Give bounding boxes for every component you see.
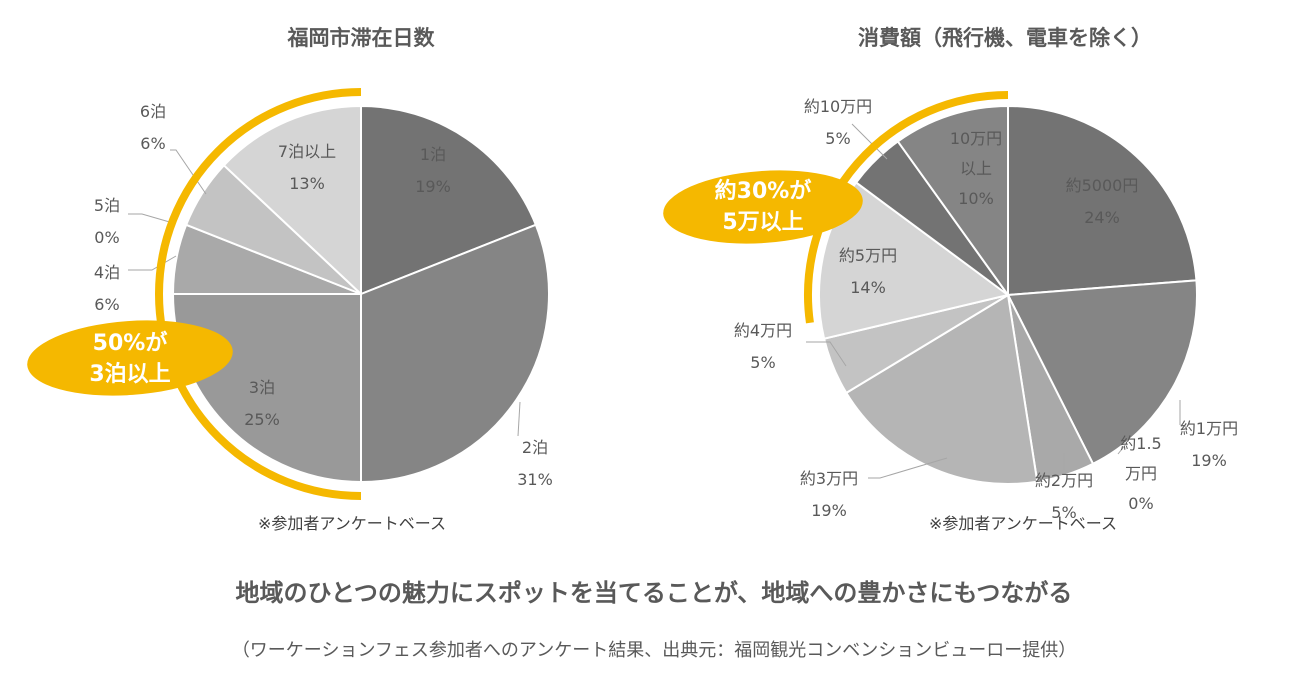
slice-label: 6% [94,295,119,314]
slice-label: 3泊 [249,378,275,397]
slice-label: 以上 [960,159,992,178]
slice-label: 約1万円 [1180,419,1238,438]
survey-note: ※参加者アンケートベース [929,514,1117,533]
chart-title: 消費額（飛行機、電車を除く） [858,26,1152,50]
pie-chart-2: 消費額（飛行機、電車を除く） ※参加者アンケートベース [663,26,1198,533]
pie-slice [360,104,538,296]
callout-text: 5万以上 [722,210,803,235]
leader-line [1117,443,1127,455]
pie-slice [1006,279,1198,466]
leader-line [806,341,847,367]
slice-label: 約2万円 [1035,471,1093,490]
slice-label: 7泊以上 [278,142,336,161]
pie-slice [360,223,550,484]
leader-line [128,213,174,224]
slice-label: 約4万円 [734,321,792,340]
slice-label: 5% [825,129,850,148]
pie-slice [844,293,1039,485]
headline: 地域のひとつの魅力にスポットを当てることが、地域への豊かさにもつながる [235,579,1073,607]
slice-label: 約5000円 [1066,176,1139,195]
slice-label: 約1.5 [1120,434,1161,453]
slice-label: 31% [517,470,553,489]
slice-label: 6泊 [140,102,166,121]
callout-bubble [27,320,233,396]
slice-label: 1泊 [420,145,446,164]
slice-label: 19% [811,501,847,520]
slice-label: 13% [289,174,325,193]
leader-line [851,123,888,160]
pie-slice [896,104,1009,299]
slice-label: 14% [850,278,886,297]
slice-label: 4泊 [94,263,120,282]
leader-line [868,457,948,479]
slice-label: 25% [244,410,280,429]
slice-label: 6% [140,134,165,153]
slice-label: 約5万円 [839,246,897,265]
slice-label: 19% [1191,451,1227,470]
highlight-arc [155,88,362,500]
slice-label: 10万円 [950,129,1002,148]
pie-chart-1: 福岡市滞在日数 ※参加者アンケートベース [27,26,550,533]
callout-bubble [663,170,863,244]
source-caption: （ワーケーションフェス参加者へのアンケート結果、出典元：福岡観光コンベンションビ… [231,640,1077,661]
slice-label: 24% [1084,208,1120,227]
pie-slice [222,104,362,297]
chart-title: 福岡市滞在日数 [287,26,436,50]
slice-label: 2泊 [522,438,548,457]
slice-label: 10% [958,189,994,208]
callout-text: 3泊以上 [89,362,170,387]
highlight-arc [804,91,1009,324]
slice-label: 5泊 [94,196,120,215]
slice-label: 約10万円 [804,97,872,116]
slice-label: 約3万円 [800,469,858,488]
slice-label: 5% [750,353,775,372]
slice-label: 0% [1128,494,1153,513]
slice-label: 万円 [1125,464,1157,483]
slice-label: 0% [94,228,119,247]
callout-text: 約30%が [715,178,812,204]
slice-label: 5% [1051,503,1076,522]
callout-text: 50%が [93,330,168,356]
pie-slice [1007,104,1198,297]
slice-label: 19% [415,177,451,196]
survey-note: ※参加者アンケートベース [258,514,446,533]
leader-line [128,255,177,271]
leader-line [517,401,521,437]
